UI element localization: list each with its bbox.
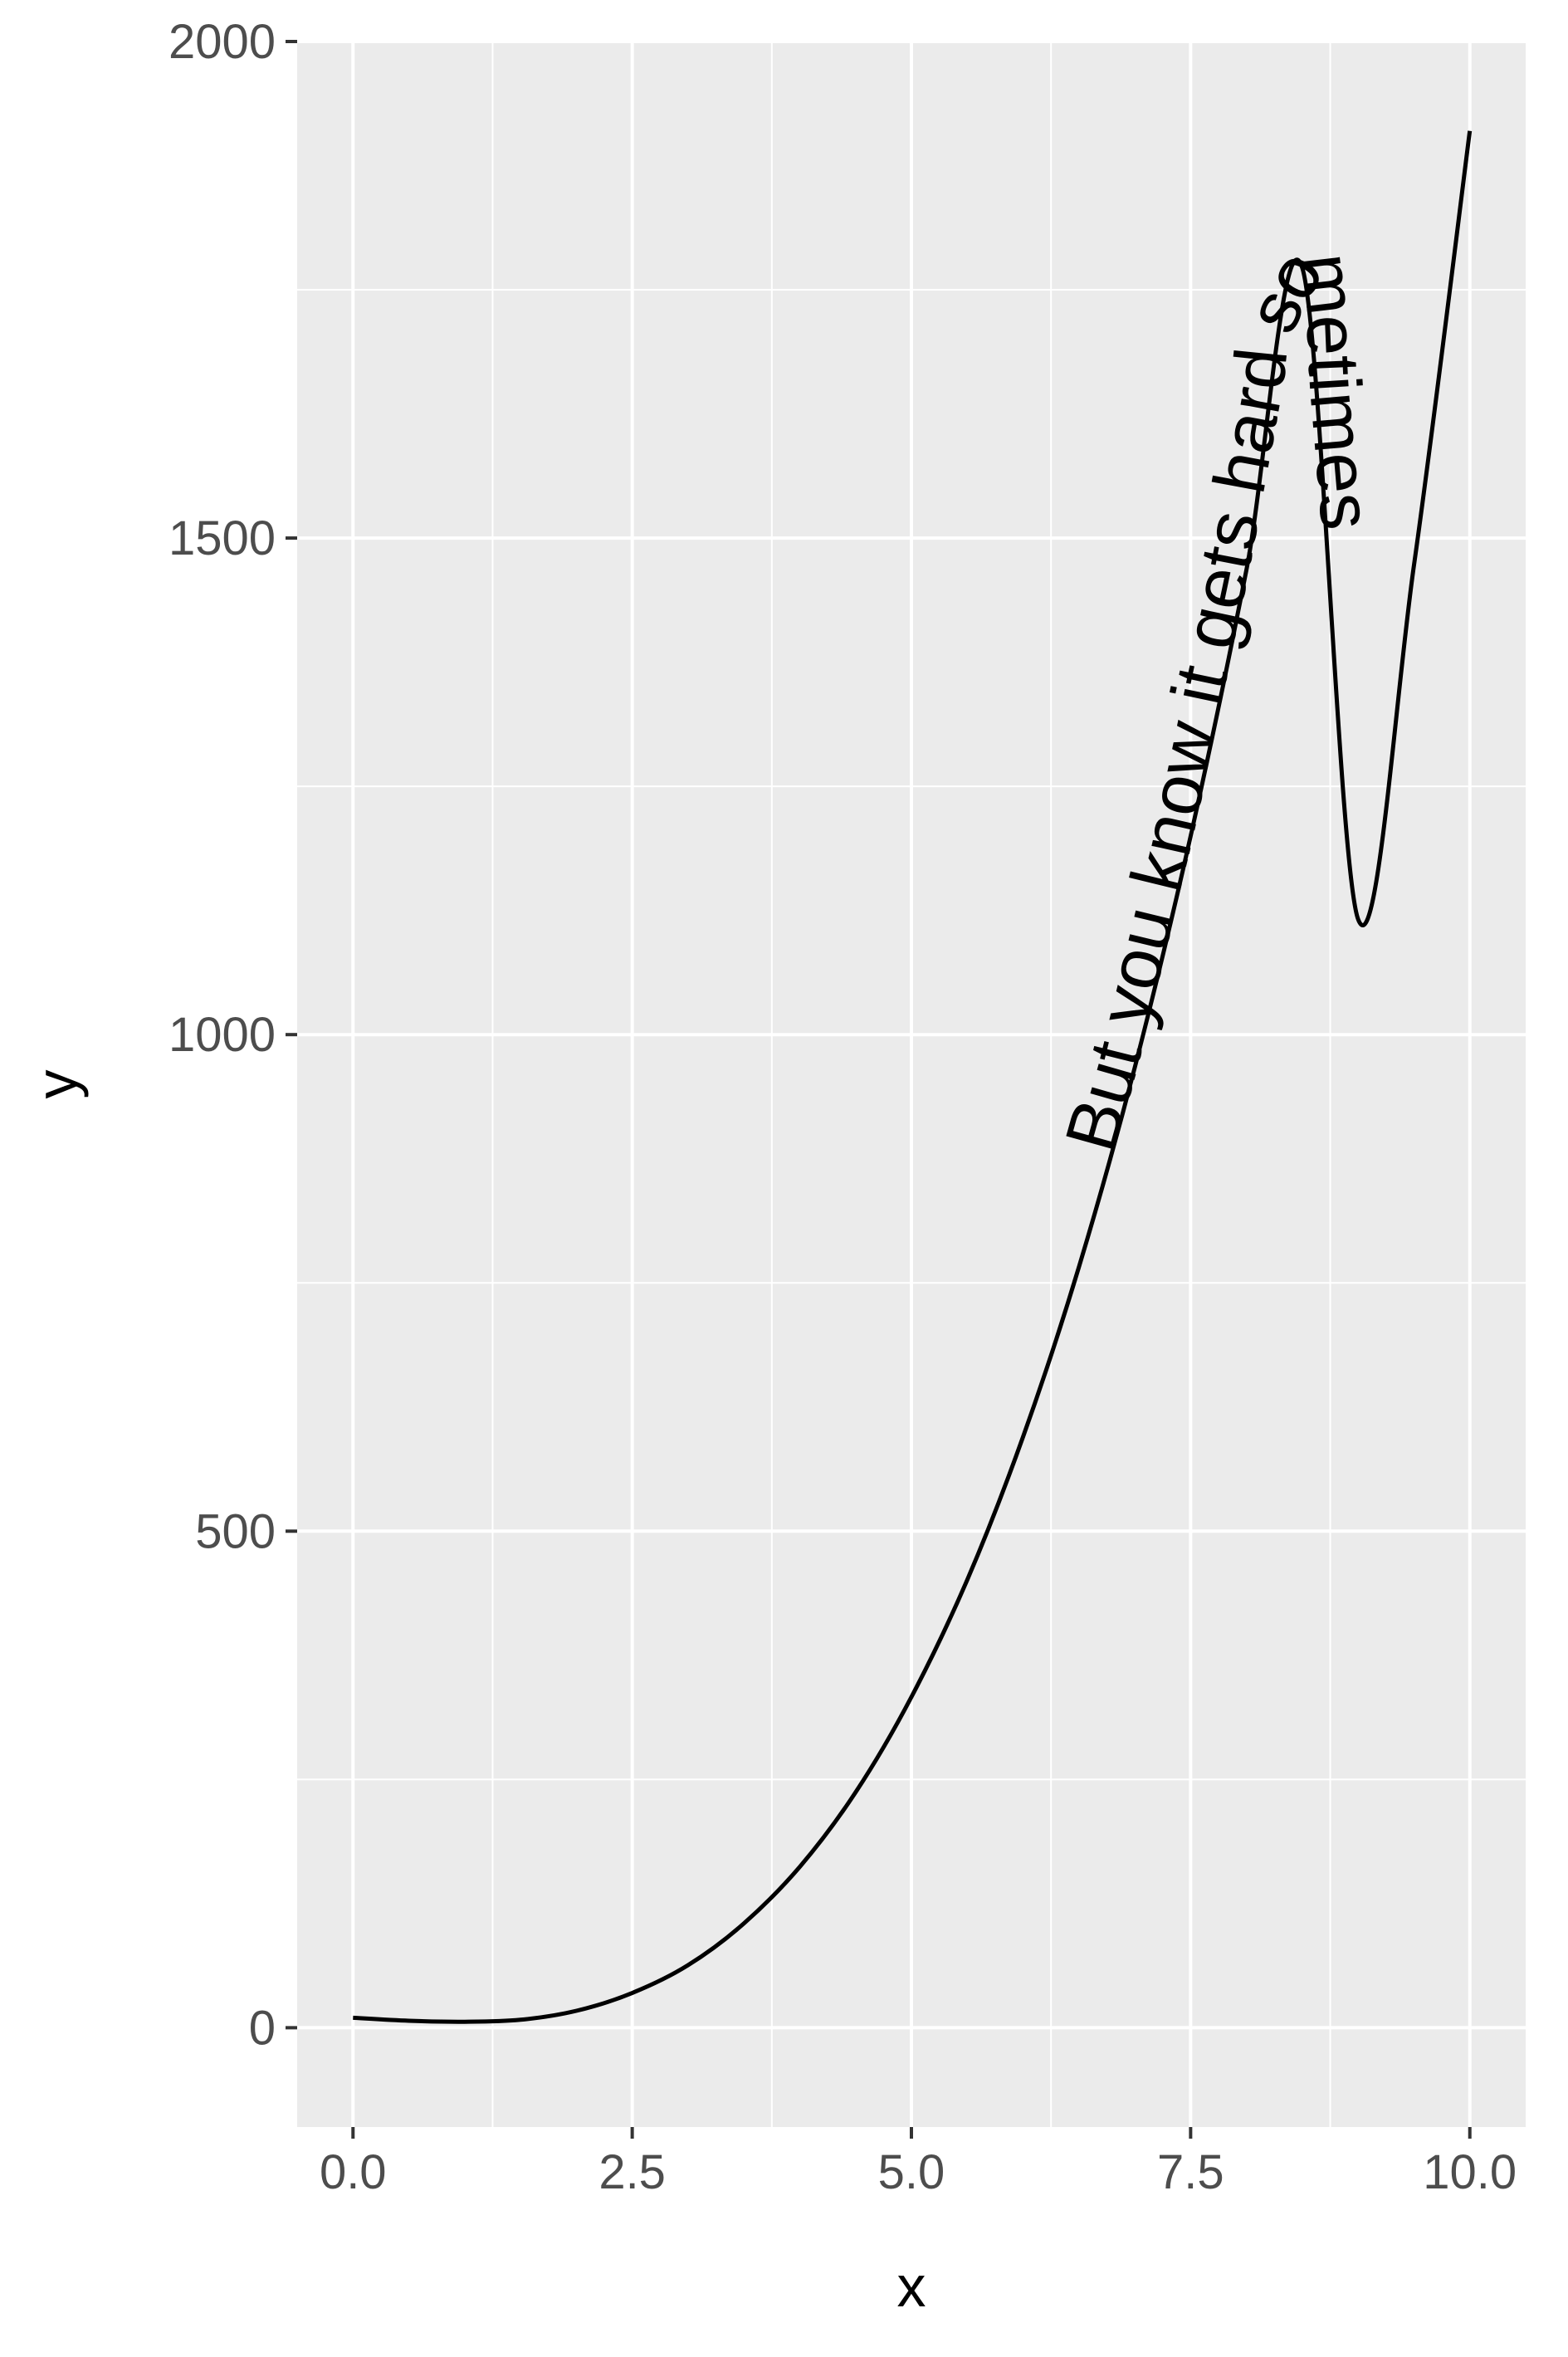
y-tick-label: 500 xyxy=(195,1504,276,1558)
y-tick-label: 2000 xyxy=(169,15,276,69)
y-tick-label: 0 xyxy=(249,2001,276,2055)
x-tick-label: 10.0 xyxy=(1423,2145,1517,2199)
x-axis: 0.0 2.5 5.0 7.5 10.0 xyxy=(320,2127,1517,2199)
major-gridlines xyxy=(297,40,1526,2127)
data-line xyxy=(353,130,1473,2024)
x-axis-title: x xyxy=(897,2254,926,2319)
x-tick-label: 0.0 xyxy=(320,2145,387,2199)
y-axis-title: y xyxy=(24,1070,89,1099)
y-tick-label: 1500 xyxy=(169,511,276,565)
y-tick-label: 1000 xyxy=(169,1008,276,1062)
x-tick-label: 5.0 xyxy=(878,2145,945,2199)
x-tick-label: 7.5 xyxy=(1157,2145,1224,2199)
y-axis: 0 500 1000 1500 2000 xyxy=(169,15,297,2055)
x-tick-label: 2.5 xyxy=(598,2145,666,2199)
